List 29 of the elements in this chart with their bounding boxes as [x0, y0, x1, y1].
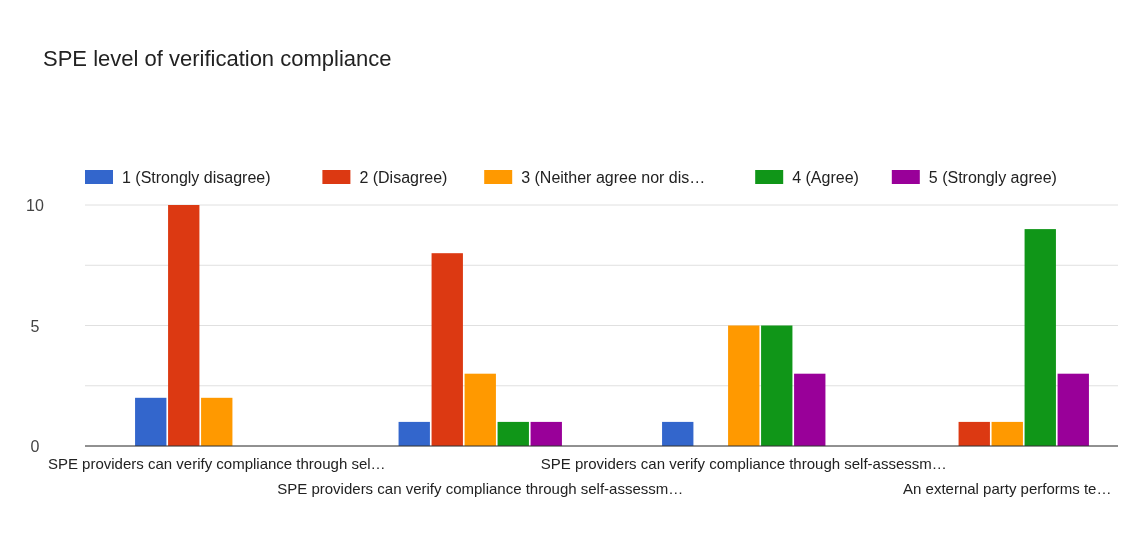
bar: [398, 421, 430, 446]
legend-label: 2 (Disagree): [359, 169, 448, 186]
y-tick-label: 0: [30, 438, 40, 455]
x-tick-label: SPE providers can verify compliance through self-assessm…: [277, 480, 684, 497]
bar: [1024, 229, 1056, 446]
bar: [530, 421, 562, 446]
legend-label: 5 (Strongly agree): [928, 169, 1057, 186]
x-tick-label: SPE providers can verify compliance through sel…: [47, 455, 386, 472]
legend-label: 3 (Neither agree nor dis…: [521, 169, 706, 186]
bar: [497, 421, 529, 446]
bar: [958, 421, 990, 446]
bar: [761, 325, 793, 446]
bar: [464, 373, 496, 446]
x-tick-label: SPE providers can verify compliance through self-assessm…: [540, 455, 947, 472]
bar: [431, 253, 463, 446]
bar: [728, 325, 760, 446]
y-tick-label: 10: [26, 197, 44, 214]
legend-label: 4 (Agree): [792, 169, 859, 186]
bar: [991, 421, 1023, 446]
chart-title: SPE level of verification compliance: [43, 46, 392, 71]
bar: [135, 397, 167, 446]
bar: [662, 421, 694, 446]
y-tick-label: 5: [30, 317, 40, 335]
x-tick-label: An external party performs te…: [903, 480, 1112, 497]
bar: [201, 397, 233, 446]
legend-label: 1 (Strongly disagree): [122, 169, 271, 186]
bar: [1057, 373, 1089, 446]
bar: [168, 205, 200, 446]
bar: [794, 373, 826, 446]
